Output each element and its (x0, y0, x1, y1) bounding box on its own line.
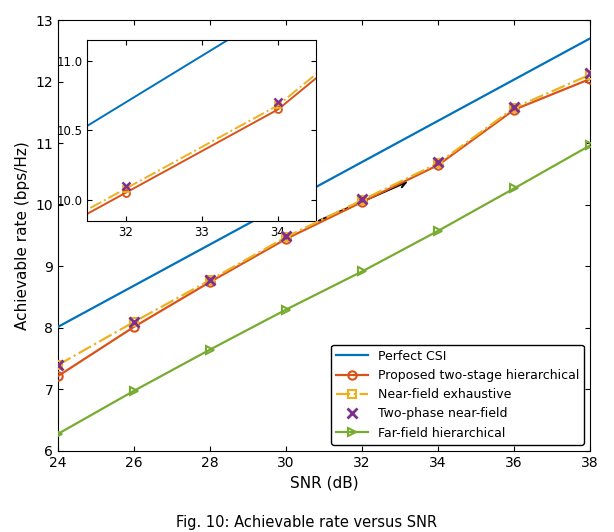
Two-phase near-field (206, 277, 214, 283)
Far-field hierarchical (586, 142, 594, 148)
Line: Perfect CSI: Perfect CSI (58, 38, 590, 327)
Near-field exhaustive (510, 105, 518, 111)
Perfect CSI (359, 159, 366, 165)
Perfect CSI (510, 77, 518, 83)
Two-phase near-field (359, 196, 366, 202)
Far-field hierarchical (359, 268, 366, 275)
Proposed two-stage hierarchical (282, 236, 290, 242)
Line: Two-phase near-field: Two-phase near-field (53, 68, 595, 370)
Two-phase near-field (510, 103, 518, 110)
Line: Proposed two-stage hierarchical: Proposed two-stage hierarchical (54, 75, 594, 380)
Near-field exhaustive (359, 197, 366, 203)
Far-field hierarchical (510, 185, 518, 192)
Near-field exhaustive (586, 71, 594, 78)
Perfect CSI (55, 323, 62, 330)
Legend: Perfect CSI, Proposed two-stage hierarchical, Near-field exhaustive, Two-phase n: Perfect CSI, Proposed two-stage hierarch… (332, 345, 584, 445)
Near-field exhaustive (55, 362, 62, 368)
Far-field hierarchical (282, 306, 290, 313)
Far-field hierarchical (435, 228, 442, 234)
Perfect CSI (131, 282, 138, 289)
Two-phase near-field (435, 159, 442, 165)
Proposed two-stage hierarchical (435, 162, 442, 168)
Two-phase near-field (55, 362, 62, 368)
Proposed two-stage hierarchical (131, 323, 138, 330)
Near-field exhaustive (206, 277, 214, 283)
Perfect CSI (206, 241, 214, 247)
Two-phase near-field (282, 232, 290, 239)
Perfect CSI (435, 118, 442, 124)
Near-field exhaustive (131, 319, 138, 325)
Y-axis label: Achievable rate (bps/Hz): Achievable rate (bps/Hz) (15, 142, 30, 330)
Two-phase near-field (586, 70, 594, 76)
Perfect CSI (586, 35, 594, 41)
Proposed two-stage hierarchical (206, 279, 214, 285)
Far-field hierarchical (55, 430, 62, 437)
Proposed two-stage hierarchical (55, 373, 62, 379)
Near-field exhaustive (282, 234, 290, 240)
Line: Near-field exhaustive: Near-field exhaustive (55, 71, 594, 369)
Perfect CSI (282, 200, 290, 206)
Far-field hierarchical (131, 387, 138, 394)
Two-phase near-field (131, 319, 138, 325)
Proposed two-stage hierarchical (586, 76, 594, 82)
X-axis label: SNR (dB): SNR (dB) (290, 476, 359, 491)
Line: Far-field hierarchical: Far-field hierarchical (54, 141, 594, 438)
Proposed two-stage hierarchical (510, 106, 518, 113)
Proposed two-stage hierarchical (359, 199, 366, 205)
Near-field exhaustive (435, 160, 442, 167)
Text: Fig. 10: Achievable rate versus SNR: Fig. 10: Achievable rate versus SNR (176, 514, 438, 530)
Far-field hierarchical (206, 346, 214, 353)
